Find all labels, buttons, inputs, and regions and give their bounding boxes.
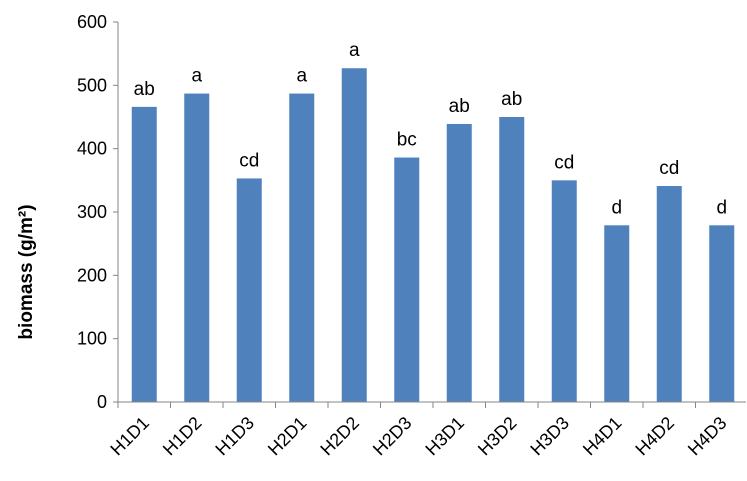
bar-h1d3: [236, 178, 262, 402]
data-label-h2d3: bc: [397, 130, 417, 151]
y-axis-title-group: biomass (g/m²): [16, 204, 37, 339]
x-tick-label-h2d1: H2D1: [264, 413, 311, 460]
data-label-h1d2: a: [191, 66, 202, 87]
data-label-h4d3: d: [716, 197, 727, 218]
data-label-h3d3: cd: [554, 152, 574, 173]
y-axis-ticks: 0 100 200 300 400 500 600: [77, 12, 118, 412]
x-axis-ticks: [117, 402, 696, 408]
bars-group: [131, 68, 735, 403]
bar-h1d1: [131, 106, 157, 402]
y-tick-label: 200: [77, 265, 107, 285]
bar-h3d1: [446, 123, 472, 402]
x-tick-label-h3d1: H3D1: [421, 413, 468, 460]
y-tick-label: 0: [97, 392, 107, 412]
bar-h3d2: [499, 117, 525, 402]
y-tick-label: 600: [77, 12, 107, 32]
data-label-h4d2: cd: [659, 158, 679, 179]
x-tick-label-h4d2: H4D2: [631, 413, 678, 460]
x-axis-labels: H1D1 H1D2 H1D3 H2D1 H2D2 H2D3 H3D1 H3D2 H3D3 H4D1…: [106, 413, 730, 460]
y-axis-title: biomass (g/m²): [16, 204, 37, 339]
bar-h1d2: [184, 93, 210, 403]
x-tick-label-h4d1: H4D1: [579, 413, 626, 460]
data-label-h2d1: a: [296, 66, 307, 87]
bar-h4d1: [604, 225, 630, 402]
axes-group: [117, 22, 746, 403]
x-tick-label-h2d2: H2D2: [316, 413, 363, 460]
data-labels-group: ab a cd a a bc ab ab cd d cd d: [134, 40, 727, 218]
data-label-h2d2: a: [349, 40, 360, 61]
y-tick-label: 400: [77, 139, 107, 159]
x-tick-label-h3d2: H3D2: [474, 413, 521, 460]
bar-h2d1: [289, 93, 315, 403]
x-tick-label-h3d3: H3D3: [526, 413, 573, 460]
bar-h2d2: [341, 68, 367, 402]
x-tick-label-h1d2: H1D2: [159, 413, 206, 460]
y-tick-label: 100: [77, 329, 107, 349]
x-tick-label-h4d3: H4D3: [684, 413, 731, 460]
bar-h3d3: [551, 180, 577, 402]
bar-h4d3: [709, 225, 735, 402]
y-tick-label: 300: [77, 202, 107, 222]
data-label-h4d1: d: [611, 197, 622, 218]
data-label-h3d1: ab: [449, 96, 470, 117]
data-label-h3d2: ab: [501, 89, 522, 110]
bar-h2d3: [394, 157, 420, 402]
x-tick-label-h2d3: H2D3: [369, 413, 416, 460]
x-tick-label-h1d1: H1D1: [106, 413, 153, 460]
data-label-h1d1: ab: [134, 79, 155, 100]
bar-h4d2: [656, 186, 682, 402]
data-label-h1d3: cd: [239, 150, 259, 171]
y-tick-label: 500: [77, 75, 107, 95]
x-tick-label-h1d3: H1D3: [211, 413, 258, 460]
